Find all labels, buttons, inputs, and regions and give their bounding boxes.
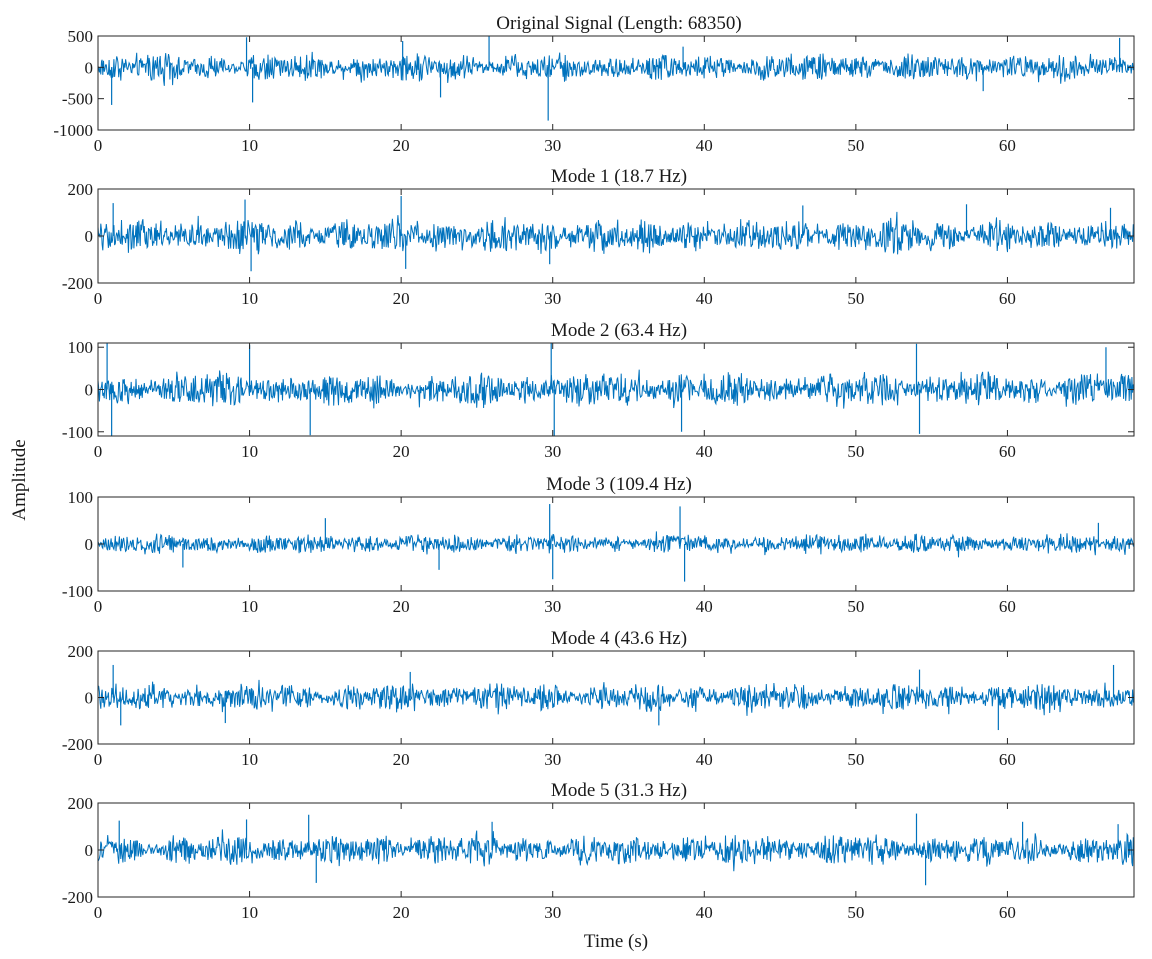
- x-tick-label: 10: [241, 903, 258, 922]
- x-tick-label: 40: [696, 136, 713, 155]
- subplot-title: Original Signal (Length: 68350): [496, 13, 741, 34]
- y-tick-label: 200: [68, 180, 94, 199]
- x-tick-label: 10: [241, 750, 258, 769]
- subplot-stack: Original Signal (Length: 68350) 0 10 20 30 40…: [53, 13, 1135, 922]
- y-tick-label: 200: [68, 794, 94, 813]
- y-tick-label: -500: [62, 90, 93, 109]
- x-tick-label: 50: [847, 289, 864, 308]
- x-tick-label: 40: [696, 903, 713, 922]
- x-tick-label: 60: [999, 903, 1016, 922]
- y-tick-label: 500: [68, 27, 94, 46]
- x-tick-label: 60: [999, 597, 1016, 616]
- x-tick-label: 0: [94, 442, 103, 461]
- x-tick-label: 0: [94, 597, 103, 616]
- x-tick-label: 20: [393, 136, 410, 155]
- y-tick-label: -200: [62, 735, 93, 754]
- x-tick-label: 30: [544, 136, 561, 155]
- x-tick-label: 40: [696, 442, 713, 461]
- y-tick-label: 0: [85, 535, 94, 554]
- signal-line: [97, 51, 1135, 86]
- y-tick-label: 0: [85, 841, 94, 860]
- plot-area: [97, 35, 1135, 131]
- y-tick-label: -100: [62, 582, 93, 601]
- x-tick-label: 10: [241, 597, 258, 616]
- x-tick-label: 20: [393, 903, 410, 922]
- subplot-title: Mode 3 (109.4 Hz): [546, 474, 692, 495]
- x-tick-label: 60: [999, 442, 1016, 461]
- x-tick-label: 50: [847, 442, 864, 461]
- y-tick-label: 100: [68, 338, 94, 357]
- y-tick-label: -200: [62, 888, 93, 907]
- x-tick-label: 60: [999, 136, 1016, 155]
- subplot-title: Mode 5 (31.3 Hz): [551, 780, 687, 801]
- y-tick-label: 0: [85, 227, 94, 246]
- x-tick-label: 50: [847, 597, 864, 616]
- x-tick-label: 20: [393, 597, 410, 616]
- y-tick-label: 200: [68, 642, 94, 661]
- x-tick-label: 0: [94, 136, 103, 155]
- y-tick-label: -100: [62, 423, 93, 442]
- signal-line: [97, 211, 1135, 255]
- x-tick-label: 10: [241, 289, 258, 308]
- x-tick-label: 40: [696, 597, 713, 616]
- x-axis-label: Time (s): [584, 931, 648, 952]
- x-tick-label: 30: [544, 289, 561, 308]
- x-tick-label: 10: [241, 136, 258, 155]
- x-tick-label: 40: [696, 289, 713, 308]
- y-axis-label: Amplitude: [9, 439, 30, 520]
- y-tick-label: 0: [85, 689, 94, 708]
- x-tick-label: 30: [544, 597, 561, 616]
- x-tick-label: 30: [544, 442, 561, 461]
- subplot-1: Original Signal (Length: 68350) 0 10 20 30 40…: [53, 13, 1135, 155]
- x-tick-label: 30: [544, 750, 561, 769]
- x-tick-label: 20: [393, 442, 410, 461]
- x-tick-label: 50: [847, 136, 864, 155]
- signal-line: [97, 369, 1135, 409]
- y-tick-label: 0: [85, 381, 94, 400]
- x-tick-label: 0: [94, 750, 103, 769]
- y-tick-label: -200: [62, 274, 93, 293]
- x-tick-label: 30: [544, 903, 561, 922]
- y-tick-label: 0: [85, 58, 94, 77]
- plot-border: [97, 35, 1135, 131]
- x-tick-label: 50: [847, 750, 864, 769]
- signal-line: [97, 829, 1135, 872]
- y-tick-label: -1000: [53, 121, 93, 140]
- x-tick-label: 60: [999, 289, 1016, 308]
- subplot-title: Mode 1 (18.7 Hz): [551, 166, 687, 187]
- x-tick-label: 40: [696, 750, 713, 769]
- subplot-title: Mode 4 (43.6 Hz): [551, 628, 687, 649]
- x-tick-label: 10: [241, 442, 258, 461]
- x-tick-label: 60: [999, 750, 1016, 769]
- x-tick-label: 0: [94, 903, 103, 922]
- subplot-title: Mode 2 (63.4 Hz): [551, 320, 687, 341]
- y-tick-label: 100: [68, 488, 94, 507]
- x-tick-label: 20: [393, 750, 410, 769]
- signal-line: [97, 679, 1135, 716]
- signal-line: [97, 531, 1135, 558]
- x-tick-label: 0: [94, 289, 103, 308]
- x-tick-label: 50: [847, 903, 864, 922]
- x-tick-label: 20: [393, 289, 410, 308]
